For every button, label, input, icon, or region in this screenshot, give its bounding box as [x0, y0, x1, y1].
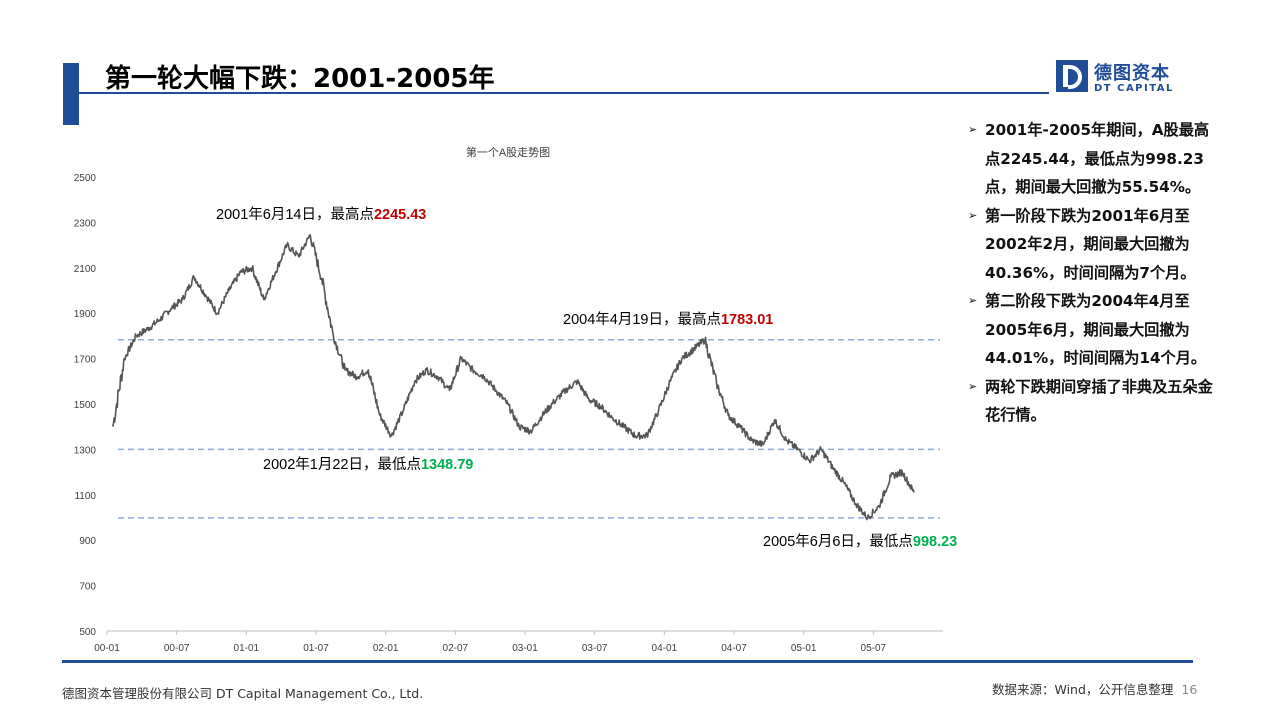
- key-points-list: ➢ 2001年-2005年期间，A股最高点2245.44，最低点为998.23点，…: [968, 116, 1218, 430]
- annotation-text: 2001年6月14日，最高点: [216, 206, 374, 223]
- arrow-bullet-icon: ➢: [968, 208, 978, 222]
- footer-company: 德图资本管理股份有限公司 DT Capital Management Co., …: [62, 686, 424, 701]
- x-tick-label: 05-07: [861, 643, 887, 654]
- page-number: 16: [1181, 682, 1198, 697]
- annotation-value: 1348.79: [421, 457, 473, 473]
- y-tick-label: 2300: [74, 218, 97, 229]
- logo-text-cn: 德图资本: [1094, 63, 1170, 84]
- x-tick-label: 02-07: [443, 643, 469, 654]
- y-tick-label: 700: [79, 582, 96, 593]
- x-tick-label: 03-01: [512, 643, 538, 654]
- bullet-item: ➢ 2001年-2005年期间，A股最高点2245.44，最低点为998.23点，…: [968, 116, 1218, 202]
- y-tick-label: 1900: [74, 309, 97, 320]
- x-tick-label: 02-01: [373, 643, 399, 654]
- arrow-bullet-icon: ➢: [968, 294, 978, 307]
- x-tick-label: 05-01: [791, 643, 817, 654]
- annotation-value: 1783.01: [721, 312, 773, 328]
- annotation-text: 2004年4月19日，最高点: [563, 311, 721, 328]
- x-tick-label: 04-01: [652, 643, 678, 654]
- x-tick-label: 01-01: [234, 643, 260, 654]
- chart-title: 第一个A股走势图: [466, 145, 550, 159]
- title-accent-bar: [63, 63, 79, 125]
- y-tick-label: 2100: [74, 264, 97, 275]
- bullet-item: ➢ 第二阶段下跌为2004年4月至2005年6月，期间最大回撤为44.01%，时间…: [968, 287, 1218, 373]
- annotation-label: 2001年6月14日，最高点2245.43: [216, 206, 426, 223]
- arrow-bullet-icon: ➢: [968, 123, 978, 136]
- source-text: 数据来源：Wind，公开信息整理: [992, 682, 1174, 697]
- x-tick-label: 00-01: [94, 643, 120, 654]
- bullet-text: 两轮下跌期间穿插了非典及五朵金花行情。: [985, 377, 1213, 425]
- bullet-item: ➢ 两轮下跌期间穿插了非典及五朵金花行情。: [968, 373, 1218, 430]
- bullet-text: 2001年-2005年期间，A股最高点2245.44，最低点为998.23点，期…: [985, 121, 1210, 196]
- x-tick-label: 04-07: [721, 643, 747, 654]
- company-logo: 德图资本 DT CAPITAL: [1056, 60, 1186, 98]
- bullet-text: 第二阶段下跌为2004年4月至2005年6月，期间最大回撤为44.01%，时间间…: [985, 292, 1207, 367]
- page-title: 第一轮大幅下跌：2001-2005年: [105, 64, 495, 94]
- annotation-label: 2004年4月19日，最高点1783.01: [563, 311, 773, 328]
- annotation-value: 2245.43: [374, 207, 426, 223]
- y-tick-label: 1300: [74, 445, 97, 456]
- bullet-item: ➢ 第一阶段下跌为2001年6月至2002年2月，期间最大回撤为40.36%，时间…: [968, 202, 1218, 288]
- annotation-text: 2005年6月6日，最低点: [763, 533, 913, 550]
- annotation-text: 2002年1月22日，最低点: [263, 456, 421, 473]
- annotation-label: 2002年1月22日，最低点1348.79: [263, 456, 473, 473]
- logo-d-icon: [1056, 60, 1088, 92]
- annotation-label: 2005年6月6日，最低点998.23: [763, 533, 957, 550]
- y-tick-label: 1700: [74, 355, 97, 366]
- x-tick-label: 03-07: [582, 643, 608, 654]
- title-rule: [79, 92, 1049, 94]
- stock-index-chart: 第一个A股走势图 500 700 900 1100 1300 1500 1700 1900 21…: [74, 145, 958, 654]
- logo-text-en: DT CAPITAL: [1094, 83, 1174, 94]
- y-tick-label: 2500: [74, 173, 97, 184]
- footer-rule: [62, 660, 1193, 663]
- bullet-text: 第一阶段下跌为2001年6月至2002年2月，期间最大回撤为40.36%，时间间…: [985, 206, 1196, 282]
- y-tick-label: 500: [79, 627, 96, 638]
- y-tick-label: 1100: [74, 491, 96, 502]
- index-price-line: [112, 234, 915, 521]
- x-tick-label: 01-07: [303, 643, 329, 654]
- y-tick-label: 900: [79, 536, 96, 547]
- annotation-value: 998.23: [913, 534, 957, 550]
- arrow-bullet-icon: ➢: [968, 379, 978, 393]
- x-tick-label: 00-07: [164, 643, 190, 654]
- footer-source: 数据来源：Wind，公开信息整理 16: [992, 679, 1197, 698]
- y-tick-label: 1500: [74, 400, 97, 411]
